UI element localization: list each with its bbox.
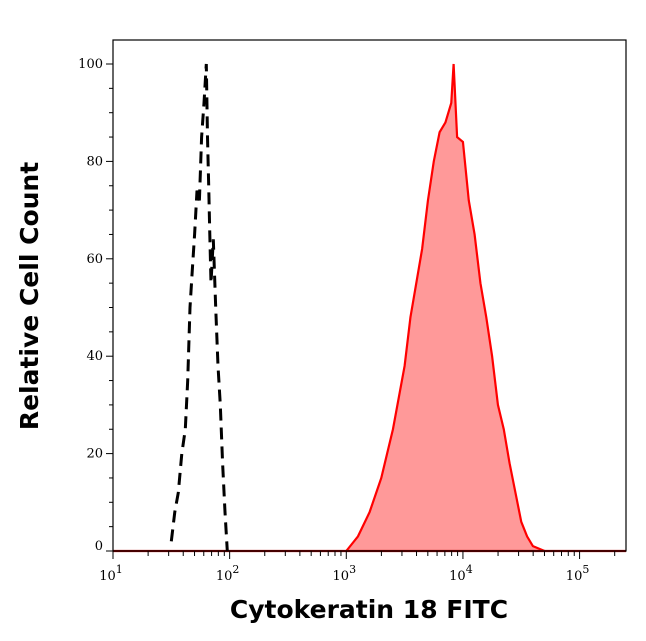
black-dashed-histogram-line — [169, 63, 229, 552]
x-tick-label: 101 — [99, 563, 123, 584]
plot-frame — [112, 39, 627, 552]
y-tick-label: 40 — [86, 349, 103, 364]
x-axis-label: Cytokeratin 18 FITC — [230, 595, 508, 624]
red-histogram-fill — [346, 64, 545, 551]
red-histogram-line — [345, 63, 546, 553]
x-tick-label: 103 — [333, 563, 357, 584]
y-axis-label: Relative Cell Count — [15, 162, 44, 430]
x-tick-label: 104 — [449, 563, 473, 584]
x-tick-label: 102 — [216, 563, 240, 584]
y-tick-label: 0 — [95, 539, 103, 554]
y-tick-label: 80 — [86, 154, 103, 169]
y-tick-label: 20 — [86, 447, 103, 462]
y-tick-label: 100 — [78, 57, 103, 72]
x-tick-label: 105 — [566, 563, 590, 584]
y-tick-label: 60 — [86, 252, 103, 267]
